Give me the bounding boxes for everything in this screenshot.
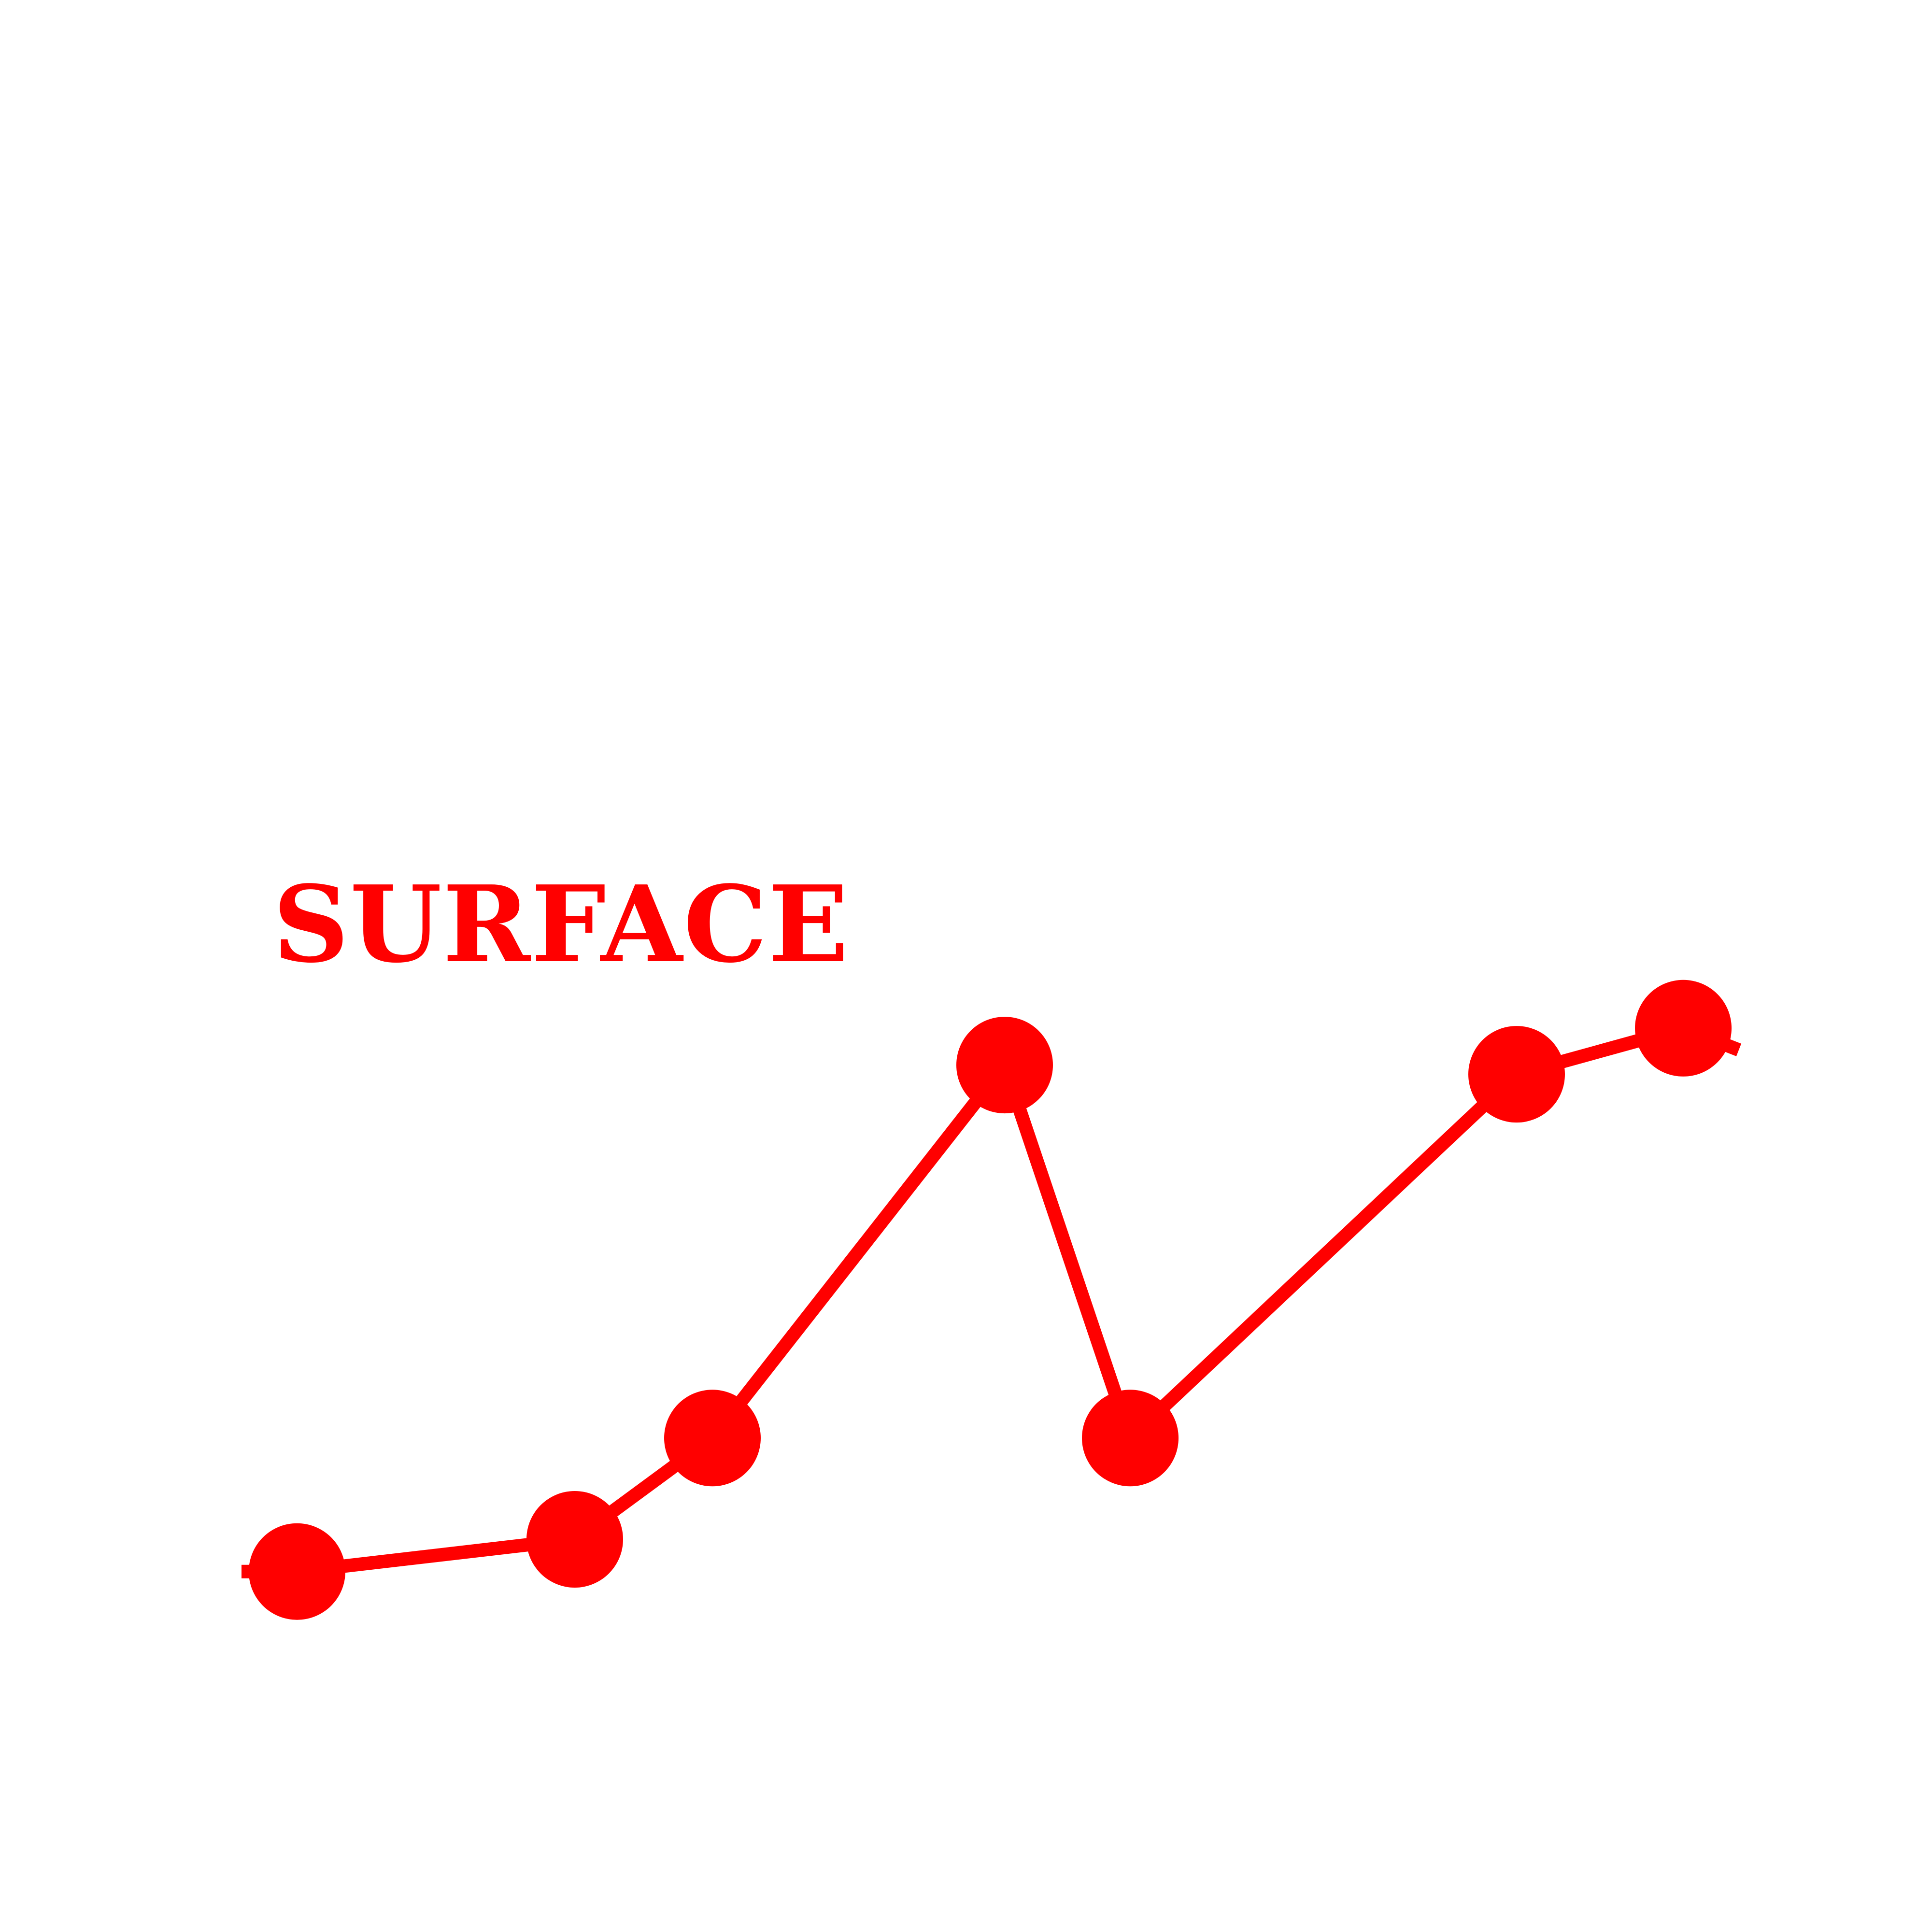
data-point-4 bbox=[1082, 1390, 1179, 1487]
series-label: SURFACE bbox=[273, 863, 850, 986]
data-point-6 bbox=[1635, 980, 1732, 1077]
series-markers bbox=[249, 980, 1732, 1620]
data-point-0 bbox=[249, 1523, 345, 1620]
data-point-1 bbox=[526, 1491, 623, 1588]
data-point-3 bbox=[956, 1017, 1053, 1114]
data-point-2 bbox=[664, 1390, 761, 1487]
data-point-5 bbox=[1468, 1026, 1565, 1123]
